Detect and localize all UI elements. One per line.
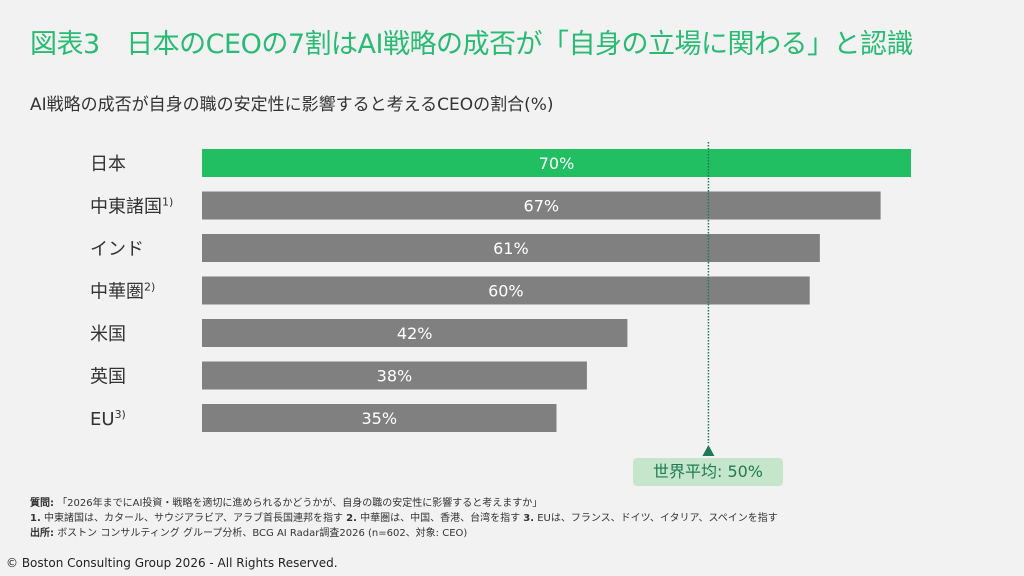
copyright: © Boston Consulting Group 2026 - All Rig… (6, 556, 338, 570)
value-label: 70% (539, 154, 575, 173)
chart-title: AI戦略の成否が自身の職の安定性に影響すると考えるCEOの割合(%) (30, 95, 554, 115)
question-note: 質問: 「2026年までにAI投資・戦略を適切に進められるかどうかが、自身の職の… (30, 498, 543, 509)
page-title: 図表3 日本のCEOの7割はAI戦略の成否が「自身の立場に関わる」と認識 (30, 29, 913, 60)
bar (202, 404, 557, 432)
value-label: 61% (493, 239, 529, 258)
category-label: 米国 (90, 324, 126, 345)
triangle-marker-icon (702, 445, 715, 456)
value-label: 42% (397, 324, 433, 343)
footnotes: 質問: 「2026年までにAI投資・戦略を適切に進められるかどうかが、自身の職の… (30, 496, 778, 541)
footnote-line: 1. 中東諸国は、カタール、サウジアラビア、アラブ首長国連邦を指す 2. 中華圏… (30, 513, 778, 524)
footnote-marker: 1) (162, 196, 173, 209)
category-label: 英国 (90, 367, 126, 388)
bar (202, 234, 820, 262)
value-label: 35% (361, 409, 397, 428)
source-note: 出所: ボストン コンサルティング グループ分析、BCG AI Radar調査2… (30, 528, 468, 539)
value-label: 38% (377, 367, 413, 386)
category-label: 中東諸国1) (90, 196, 173, 218)
bar (202, 149, 911, 177)
footnote-marker: 3) (115, 408, 126, 421)
category-label: 日本 (90, 154, 126, 175)
bar (202, 361, 587, 390)
value-label: 67% (524, 197, 560, 216)
category-label: EU3) (90, 408, 126, 430)
footnote-marker: 2) (144, 281, 155, 294)
bar (202, 191, 881, 220)
world-average-label: 世界平均: 50% (633, 458, 783, 486)
category-label: インド (90, 239, 144, 260)
category-label: 中華圏2) (90, 281, 155, 303)
value-label: 60% (488, 282, 524, 301)
bar (202, 319, 628, 347)
